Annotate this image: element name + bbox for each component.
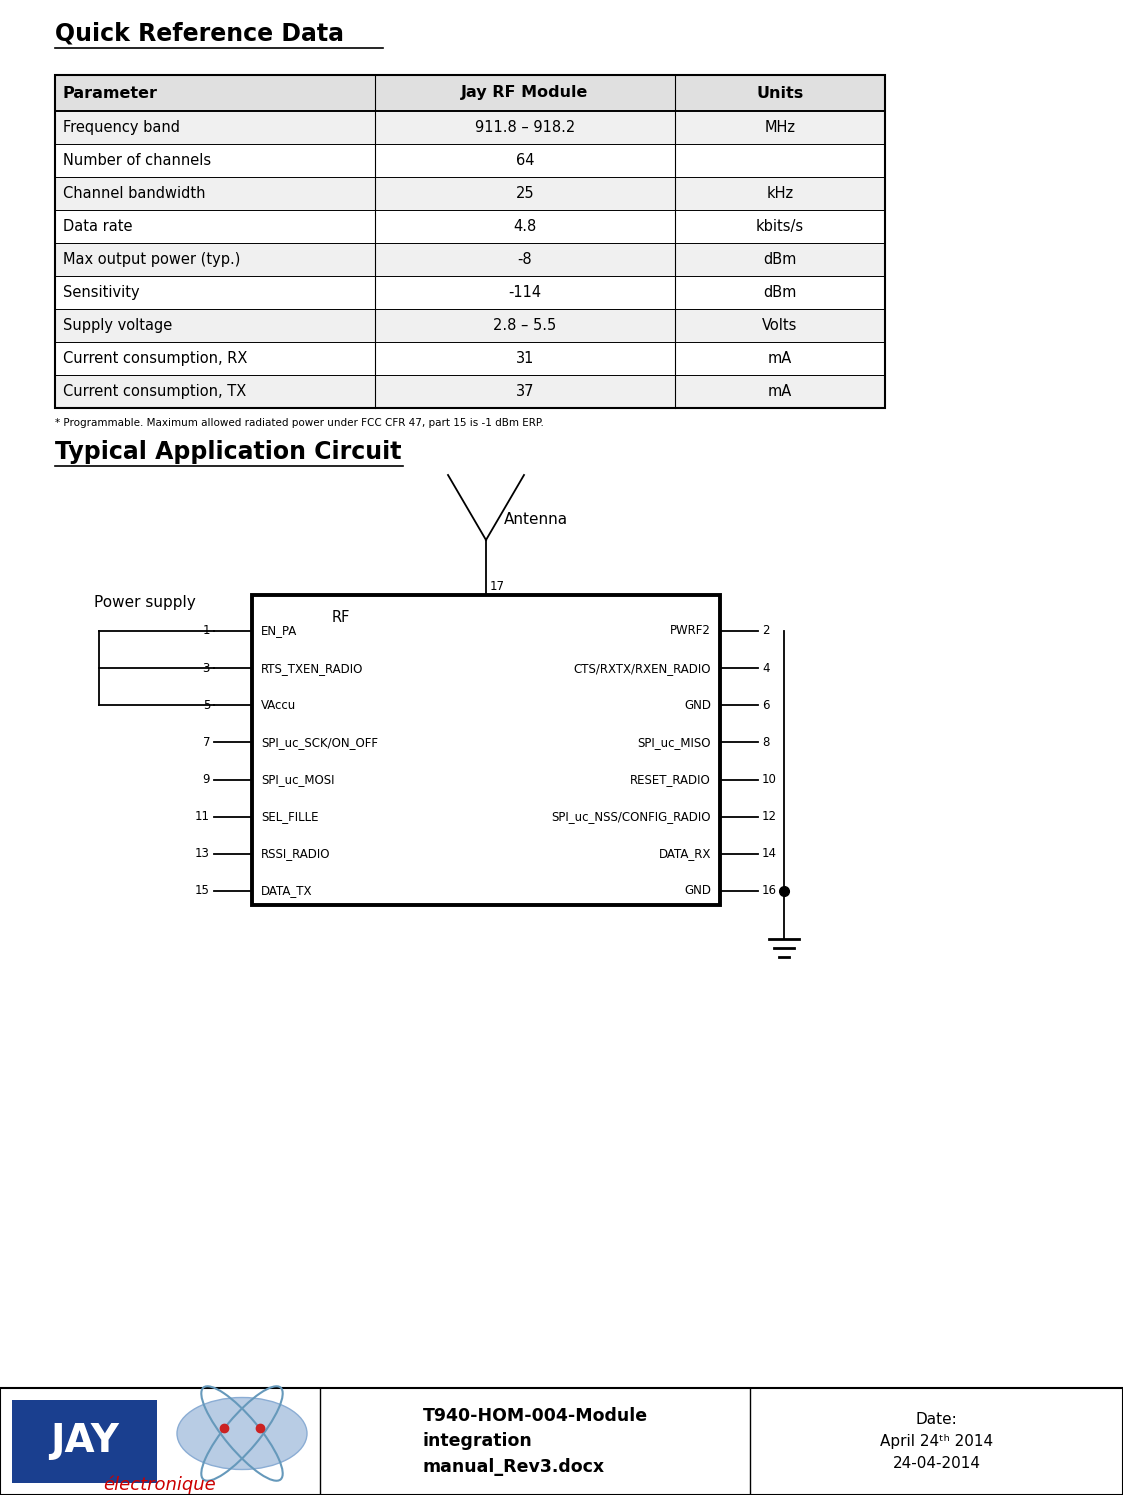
- Text: PWRF2: PWRF2: [670, 625, 711, 637]
- Bar: [55, 176, 885, 209]
- Bar: [55, 75, 885, 408]
- Text: SEL_FILLE: SEL_FILLE: [261, 810, 319, 824]
- Text: DATA_TX: DATA_TX: [261, 885, 312, 897]
- Bar: [55, 244, 885, 277]
- Text: RESET_RADIO: RESET_RADIO: [630, 773, 711, 786]
- Text: 37: 37: [515, 384, 535, 399]
- Text: 11: 11: [195, 810, 210, 824]
- Text: RSSI_RADIO: RSSI_RADIO: [261, 848, 330, 860]
- Bar: [55, 342, 885, 375]
- Text: RTS_TXEN_RADIO: RTS_TXEN_RADIO: [261, 662, 364, 674]
- Text: 2.8 – 5.5: 2.8 – 5.5: [493, 318, 557, 333]
- Text: Channel bandwidth: Channel bandwidth: [63, 185, 206, 200]
- Text: 4.8: 4.8: [513, 218, 537, 235]
- Bar: [55, 277, 885, 309]
- Text: dBm: dBm: [764, 286, 796, 300]
- Text: GND: GND: [684, 698, 711, 712]
- Text: Number of channels: Number of channels: [63, 152, 211, 167]
- Text: Sensitivity: Sensitivity: [63, 286, 139, 300]
- Text: mA: mA: [768, 384, 792, 399]
- Text: kHz: kHz: [766, 185, 794, 200]
- Text: 6: 6: [763, 698, 769, 712]
- Text: SPI_uc_MISO: SPI_uc_MISO: [638, 736, 711, 749]
- Text: T940-HOM-004-Module
integration
manual_Rev3.docx: T940-HOM-004-Module integration manual_R…: [422, 1407, 648, 1476]
- Text: SPI_uc_NSS/CONFIG_RADIO: SPI_uc_NSS/CONFIG_RADIO: [551, 810, 711, 824]
- Text: kbits/s: kbits/s: [756, 218, 804, 235]
- Text: 13: 13: [195, 848, 210, 860]
- Text: Typical Application Circuit: Typical Application Circuit: [55, 440, 402, 463]
- Text: Quick Reference Data: Quick Reference Data: [55, 22, 344, 46]
- Bar: [12, 1399, 157, 1483]
- Bar: [55, 144, 885, 176]
- Text: CTS/RXTX/RXEN_RADIO: CTS/RXTX/RXEN_RADIO: [574, 662, 711, 674]
- Text: VAccu: VAccu: [261, 698, 296, 712]
- Text: * Programmable. Maximum allowed radiated power under FCC CFR 47, part 15 is -1 d: * Programmable. Maximum allowed radiated…: [55, 419, 544, 428]
- Text: EN_PA: EN_PA: [261, 625, 298, 637]
- Text: RF: RF: [332, 610, 350, 625]
- Text: Current consumption, RX: Current consumption, RX: [63, 351, 247, 366]
- Text: 4: 4: [763, 662, 769, 674]
- Text: 5: 5: [202, 698, 210, 712]
- Text: SPI_uc_SCK/ON_OFF: SPI_uc_SCK/ON_OFF: [261, 736, 378, 749]
- Text: 3: 3: [202, 662, 210, 674]
- Text: 911.8 – 918.2: 911.8 – 918.2: [475, 120, 575, 135]
- Bar: [55, 309, 885, 342]
- Text: Frequency band: Frequency band: [63, 120, 180, 135]
- Bar: [252, 595, 720, 904]
- Text: Max output power (typ.): Max output power (typ.): [63, 253, 240, 268]
- Text: JAY: JAY: [51, 1423, 119, 1461]
- Text: Parameter: Parameter: [63, 85, 158, 100]
- Text: mA: mA: [768, 351, 792, 366]
- Text: 17: 17: [490, 580, 505, 594]
- Bar: [55, 75, 885, 111]
- Bar: [55, 209, 885, 244]
- Text: 9: 9: [202, 773, 210, 786]
- Text: 15: 15: [195, 885, 210, 897]
- Text: 8: 8: [763, 736, 769, 749]
- Text: Current consumption, TX: Current consumption, TX: [63, 384, 246, 399]
- Text: 16: 16: [763, 885, 777, 897]
- Text: 12: 12: [763, 810, 777, 824]
- Bar: [55, 375, 885, 408]
- Text: MHz: MHz: [765, 120, 795, 135]
- Text: Antenna: Antenna: [504, 513, 568, 528]
- Text: Jay RF Module: Jay RF Module: [462, 85, 588, 100]
- Text: -8: -8: [518, 253, 532, 268]
- Text: -114: -114: [509, 286, 541, 300]
- Text: Supply voltage: Supply voltage: [63, 318, 172, 333]
- Text: Date:
April 24ᵗʰ 2014
24-04-2014: Date: April 24ᵗʰ 2014 24-04-2014: [880, 1413, 993, 1471]
- Bar: [55, 111, 885, 144]
- Text: Power supply: Power supply: [94, 595, 195, 610]
- Text: 2: 2: [763, 625, 769, 637]
- Text: 25: 25: [515, 185, 535, 200]
- Ellipse shape: [177, 1398, 307, 1470]
- Text: GND: GND: [684, 885, 711, 897]
- Text: Data rate: Data rate: [63, 218, 133, 235]
- Text: 64: 64: [515, 152, 535, 167]
- Text: 10: 10: [763, 773, 777, 786]
- Bar: [0, 1387, 1123, 1495]
- Text: SPI_uc_MOSI: SPI_uc_MOSI: [261, 773, 335, 786]
- Text: 7: 7: [202, 736, 210, 749]
- Text: électronique: électronique: [103, 1476, 217, 1494]
- Text: dBm: dBm: [764, 253, 796, 268]
- Text: DATA_RX: DATA_RX: [658, 848, 711, 860]
- Text: 31: 31: [515, 351, 535, 366]
- Text: Units: Units: [757, 85, 804, 100]
- Text: 1: 1: [202, 625, 210, 637]
- Text: Volts: Volts: [763, 318, 797, 333]
- Text: 14: 14: [763, 848, 777, 860]
